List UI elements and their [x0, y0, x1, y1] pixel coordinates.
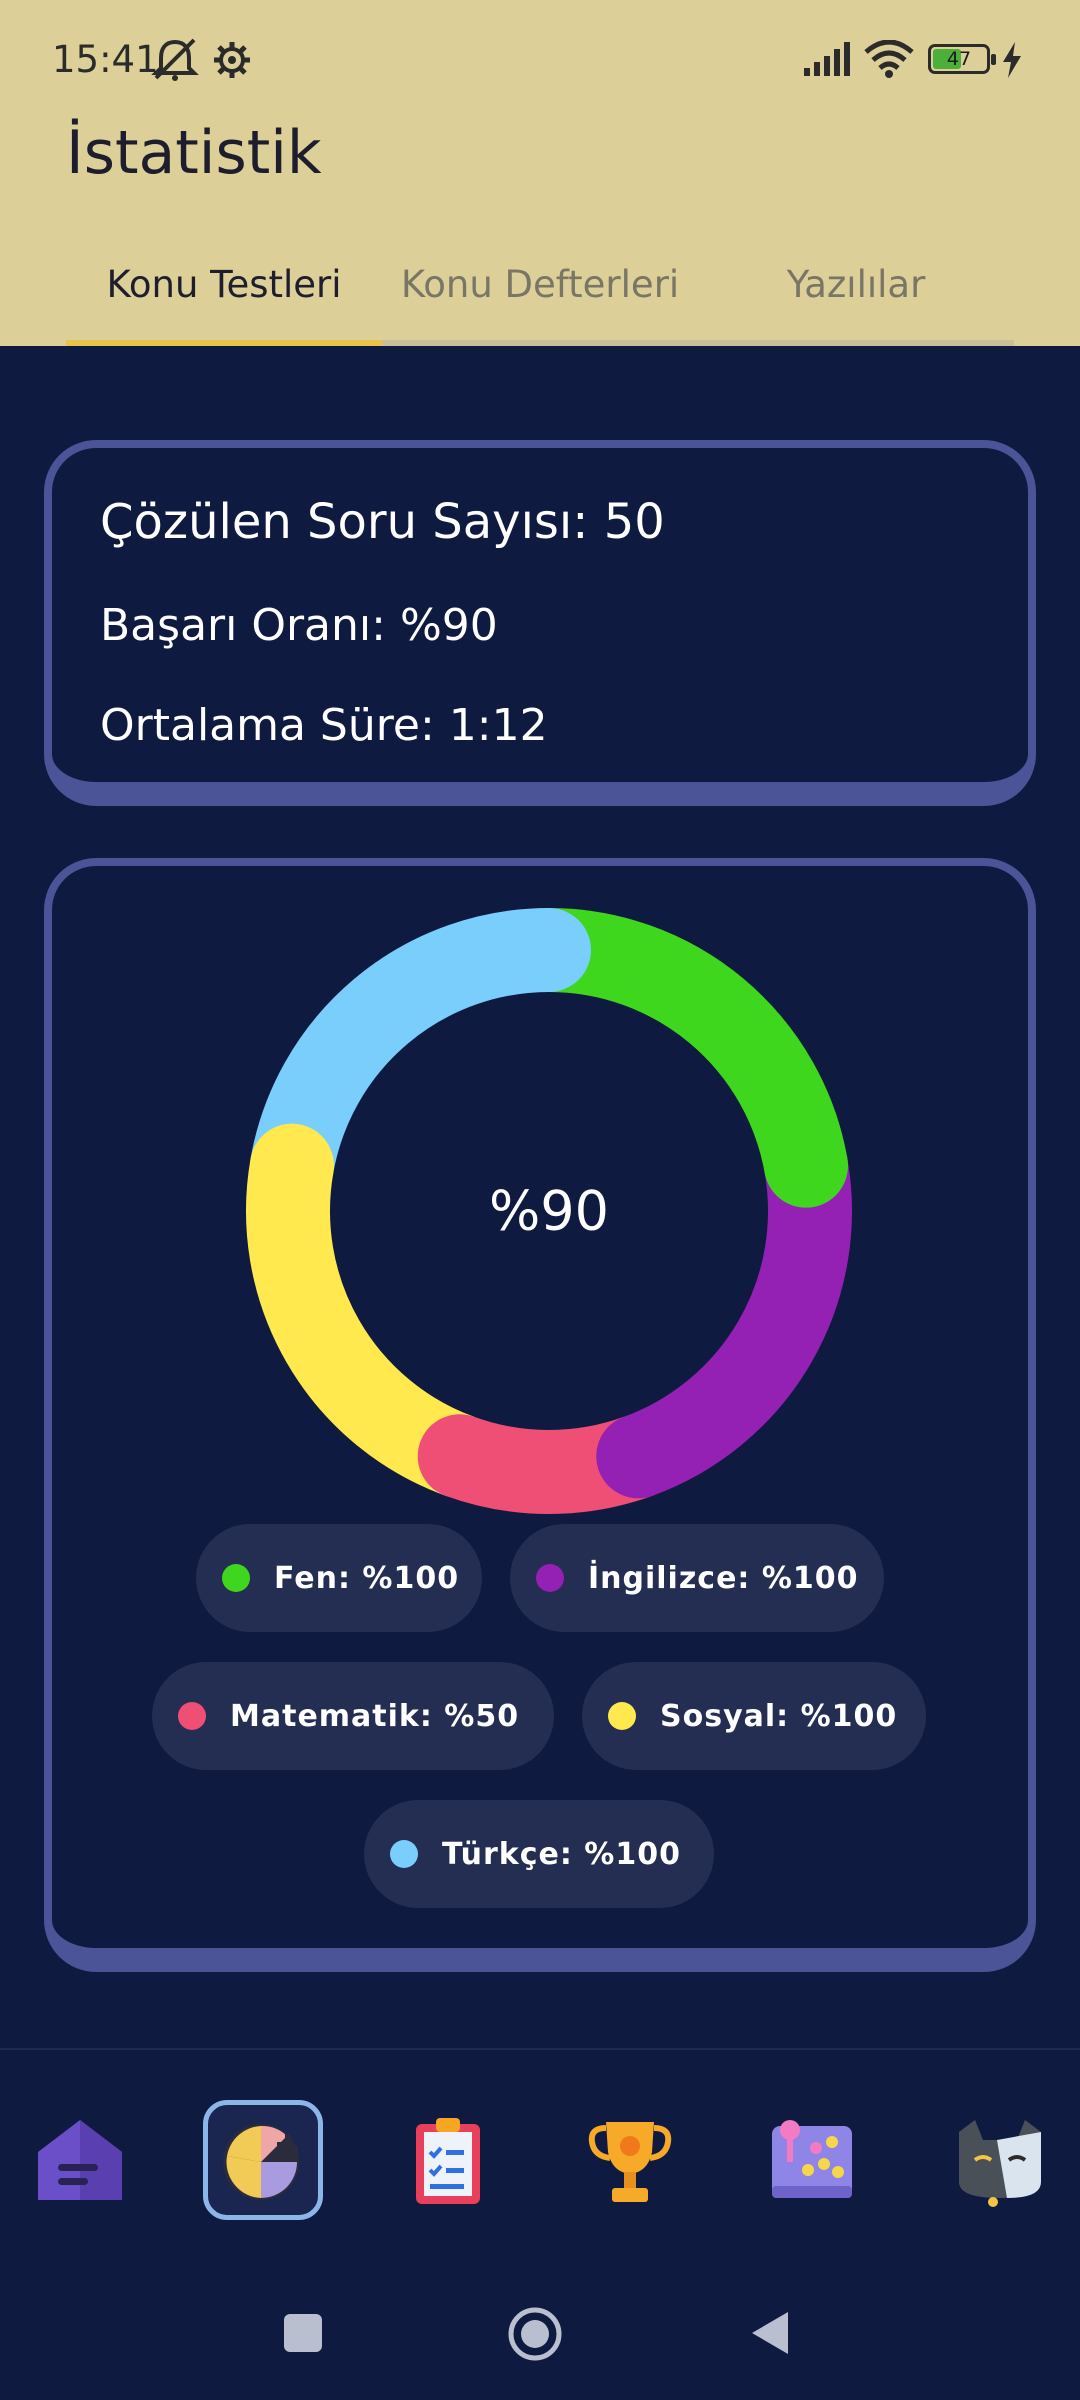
legend-label: İngilizce: %100 [588, 1560, 859, 1596]
game-board-icon [772, 2120, 852, 2198]
legend-item-sosyal[interactable]: Sosyal: %100 [582, 1662, 926, 1770]
battery-icon: 47 [928, 44, 996, 74]
donut-slice-cap-fen [764, 1123, 849, 1208]
wifi-icon [864, 40, 914, 78]
signal-icon [804, 42, 850, 76]
donut-slice-cap-sosyal [249, 1123, 334, 1208]
tab-konu-defterleri[interactable]: Konu Defterleri [400, 263, 680, 306]
nav-tests[interactable] [388, 2100, 508, 2220]
legend-item-turkce[interactable]: Türkçe: %100 [364, 1800, 714, 1908]
clipboard-checklist-icon [416, 2118, 480, 2204]
bottom-navigation [0, 2048, 1080, 2220]
legend-dot [536, 1564, 564, 1592]
home-button[interactable] [507, 2306, 563, 2362]
average-time: Ortalama Süre: 1:12 [100, 700, 548, 751]
tab-track [66, 340, 1014, 346]
recents-button[interactable] [284, 2314, 322, 2352]
legend-dot [608, 1702, 636, 1730]
legend-dot [222, 1564, 250, 1592]
nav-profile[interactable] [940, 2100, 1060, 2220]
nav-statistics[interactable] [203, 2100, 323, 2220]
home-icon [38, 2120, 122, 2200]
solved-count: Çözülen Soru Sayısı: 50 [100, 494, 665, 550]
legend-label: Türkçe: %100 [442, 1836, 681, 1872]
legend-dot [390, 1840, 418, 1868]
status-bar: 15:41 [0, 0, 1080, 120]
donut-slice-i-ngilizce [623, 1158, 852, 1496]
donut-slice-cap-matematik [417, 1414, 502, 1499]
legend-item-matematik[interactable]: Matematik: %50 [152, 1662, 554, 1770]
legend-label: Matematik: %50 [230, 1698, 520, 1734]
donut-slice-fen [548, 908, 848, 1174]
system-navigation-bar [0, 2250, 1080, 2400]
back-button[interactable] [748, 2308, 792, 2358]
mute-icon [151, 38, 199, 81]
success-rate: Başarı Oranı: %90 [100, 600, 498, 651]
legend-item-fen[interactable]: Fen: %100 [196, 1524, 482, 1632]
statistics-icon [223, 2124, 299, 2200]
settings-icon [214, 42, 250, 78]
nav-home[interactable] [20, 2100, 140, 2220]
page-title: İstatistik [66, 118, 322, 188]
donut-center-label: %90 [489, 1180, 609, 1243]
app-header: 15:41 [0, 0, 1080, 346]
stats-summary-card: Çözülen Soru Sayısı: 50 Başarı Oranı: %9… [44, 440, 1036, 806]
donut-slice-sosyal [246, 1158, 475, 1496]
legend-label: Fen: %100 [274, 1560, 460, 1596]
tab-konu-testleri[interactable]: Konu Testleri [106, 263, 342, 306]
legend-label: Sosyal: %100 [660, 1698, 898, 1734]
nav-games[interactable] [752, 2100, 872, 2220]
tab-indicator [66, 340, 382, 346]
tab-bar: Konu Testleri Konu Defterleri Yazılılar [66, 250, 1014, 346]
clock: 15:41 [52, 38, 159, 81]
battery-level: 47 [946, 48, 972, 70]
legend-dot [178, 1702, 206, 1730]
donut-slice-cap-tu-rkc-e [507, 908, 591, 992]
donut-slice-tu-rkc-e [250, 908, 550, 1174]
donut-slice-cap-i-ngilizce [596, 1414, 681, 1499]
trophy-icon [588, 2122, 672, 2202]
legend-item-ingilizce[interactable]: İngilizce: %100 [510, 1524, 884, 1632]
nav-achievements[interactable] [570, 2100, 690, 2220]
cat-avatar-icon [959, 2120, 1041, 2207]
charging-icon [1003, 42, 1021, 78]
donut-chart: %90 [246, 908, 852, 1514]
tab-yazililar[interactable]: Yazılılar [786, 263, 926, 306]
chart-card: %90 Fen: %100 İngilizce: %100 Matematik:… [44, 858, 1036, 1972]
